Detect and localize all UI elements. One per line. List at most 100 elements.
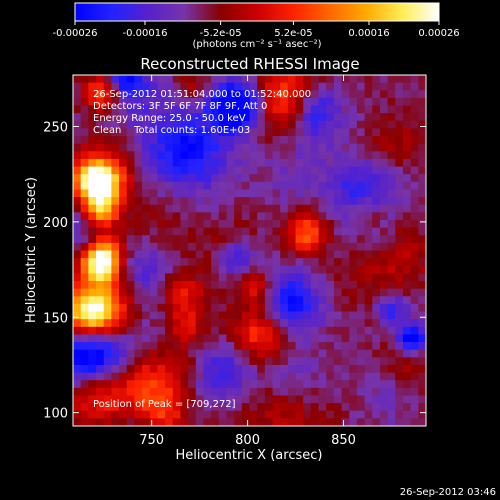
heatmap-cell — [410, 75, 419, 84]
heatmap-cell — [241, 181, 250, 190]
heatmap-cell — [272, 403, 281, 412]
heatmap-cell — [211, 235, 220, 244]
heatmap-cell — [195, 349, 204, 358]
heatmap-cell — [172, 334, 181, 343]
x-tick-label: 850 — [331, 433, 356, 448]
heatmap-cell — [234, 219, 243, 229]
heatmap-cell — [211, 242, 220, 251]
heatmap-cell — [126, 281, 135, 290]
heatmap-cell — [195, 174, 204, 183]
heatmap-cell — [103, 319, 112, 328]
heatmap-cell — [349, 349, 358, 358]
heatmap-cell — [165, 82, 174, 91]
heatmap-cell — [326, 357, 335, 366]
heatmap-cell — [149, 342, 158, 351]
colorbar-gradient — [74, 2, 440, 22]
heatmap-cell — [172, 273, 181, 282]
heatmap-cell — [264, 387, 274, 396]
heatmap-cell — [226, 158, 235, 168]
heatmap-cell — [226, 372, 235, 381]
heatmap-cell — [402, 311, 412, 320]
heatmap-cell — [287, 319, 297, 328]
heatmap-cell — [165, 120, 174, 129]
heatmap-cell — [364, 387, 373, 396]
heatmap-cell — [111, 189, 120, 198]
heatmap-cell — [326, 296, 335, 305]
heatmap-cell — [395, 281, 404, 290]
heatmap-cell — [226, 387, 235, 396]
heatmap-cell — [111, 174, 120, 183]
heatmap-cell — [333, 197, 343, 206]
heatmap-cell — [372, 136, 381, 145]
heatmap-cell — [379, 219, 389, 229]
heatmap-cell — [303, 418, 312, 426]
heatmap-cell — [379, 166, 389, 175]
heatmap-cell — [257, 105, 266, 114]
heatmap-cell — [88, 265, 97, 274]
heatmap-cell — [257, 227, 266, 236]
heatmap-cell — [402, 197, 412, 206]
heatmap-cell — [303, 380, 312, 389]
heatmap-cell — [303, 403, 312, 412]
heatmap-cell — [149, 128, 158, 137]
heatmap-cell — [195, 166, 204, 175]
heatmap-cell — [272, 349, 281, 358]
heatmap-cell — [318, 372, 327, 381]
heatmap-cell — [318, 197, 327, 206]
heatmap-cell — [349, 296, 358, 305]
heatmap-cell — [180, 174, 189, 183]
heatmap-cell — [418, 303, 426, 313]
heatmap-cell — [264, 212, 274, 221]
heatmap-cell — [333, 181, 343, 190]
heatmap-cell — [126, 151, 135, 160]
heatmap-cell — [379, 364, 389, 374]
heatmap-cell — [211, 143, 220, 152]
heatmap-cell — [226, 334, 235, 343]
heatmap-cell — [303, 242, 312, 251]
heatmap-cell — [226, 212, 235, 221]
heatmap-cell — [195, 334, 204, 343]
heatmap-cell — [157, 258, 166, 267]
heatmap-cell — [111, 136, 120, 145]
heatmap-cell — [119, 235, 128, 244]
heatmap-cell — [157, 372, 166, 381]
heatmap-cell — [134, 174, 143, 183]
heatmap-cell — [257, 90, 266, 99]
heatmap-cell — [134, 227, 143, 236]
heatmap-cell — [218, 158, 227, 168]
heatmap-cell — [387, 403, 396, 412]
heatmap-cell — [241, 105, 250, 114]
heatmap-cell — [257, 364, 266, 374]
heatmap-cell — [188, 258, 197, 267]
heatmap-cell — [287, 403, 297, 412]
heatmap-cell — [287, 113, 297, 122]
heatmap-cell — [211, 90, 220, 99]
heatmap-cell — [387, 212, 396, 221]
heatmap-cell — [402, 128, 412, 137]
heatmap-cell — [165, 418, 174, 426]
heatmap-cell — [73, 242, 82, 251]
heatmap-cell — [326, 120, 335, 129]
heatmap-cell — [241, 273, 250, 282]
heatmap-cell — [203, 334, 212, 343]
heatmap-cell — [188, 319, 197, 328]
heatmap-cell — [280, 372, 289, 381]
heatmap-cell — [333, 97, 343, 107]
heatmap-cell — [180, 250, 189, 259]
heatmap-cell — [157, 357, 166, 366]
heatmap-cell — [356, 197, 366, 206]
heatmap-cell — [372, 174, 381, 183]
heatmap-cell — [103, 273, 112, 282]
heatmap-cell — [280, 120, 289, 129]
heatmap-cell — [111, 395, 120, 404]
heatmap-cell — [356, 342, 366, 351]
heatmap-cell — [149, 113, 158, 122]
heatmap-cell — [410, 120, 419, 129]
heatmap-cell — [310, 166, 320, 175]
heatmap-cell — [103, 265, 112, 274]
heatmap-cell — [387, 242, 396, 251]
heatmap-cell — [126, 219, 135, 229]
heatmap-cell — [203, 418, 212, 426]
heatmap-cell — [80, 342, 89, 351]
heatmap-cell — [211, 158, 220, 168]
